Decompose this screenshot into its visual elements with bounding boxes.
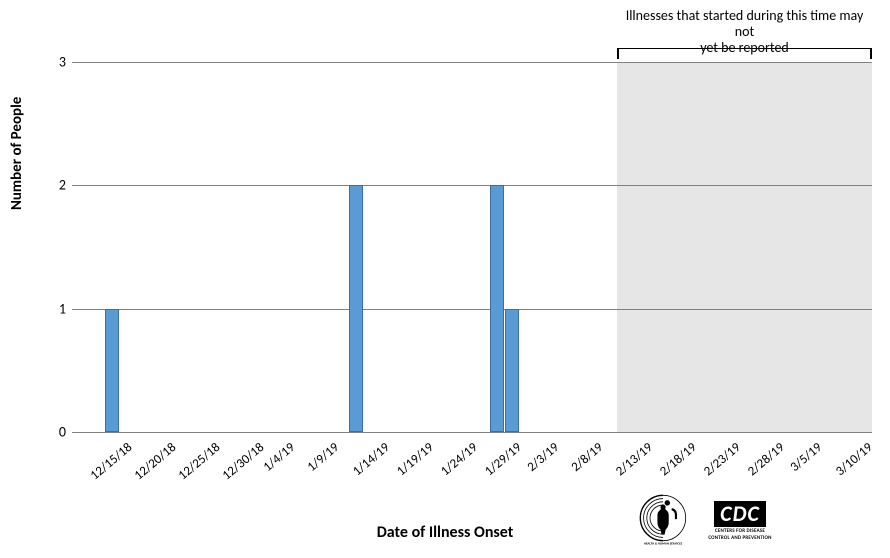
gridline bbox=[72, 432, 872, 433]
x-tick-label: 1/4/19 bbox=[260, 440, 298, 475]
x-tick-label: 12/15/18 bbox=[88, 440, 136, 483]
cdc-logo-icon: CDC CENTERS FOR DISEASE CONTROL AND PREV… bbox=[700, 498, 780, 544]
x-tick-label: 2/18/19 bbox=[657, 440, 700, 479]
data-bar bbox=[349, 185, 363, 432]
x-tick-label: 2/3/19 bbox=[524, 440, 562, 475]
data-bar bbox=[505, 309, 519, 432]
gridline bbox=[72, 62, 872, 63]
y-tick-label: 3 bbox=[46, 54, 66, 71]
y-tick-label: 1 bbox=[46, 300, 66, 317]
x-tick-label: 12/20/18 bbox=[132, 440, 180, 483]
x-tick-label: 2/8/19 bbox=[568, 440, 606, 475]
y-tick-label: 2 bbox=[46, 177, 66, 194]
shaded-region bbox=[617, 62, 872, 432]
x-tick-label: 2/23/19 bbox=[701, 440, 744, 479]
reporting-delay-note: Illnesses that started during this time … bbox=[617, 8, 872, 56]
x-tick-label: 1/29/19 bbox=[482, 440, 525, 479]
x-tick-label: 12/25/18 bbox=[176, 440, 224, 483]
gridline bbox=[72, 185, 872, 186]
gridline bbox=[72, 309, 872, 310]
x-tick-label: 1/14/19 bbox=[350, 440, 393, 479]
y-tick-label: 0 bbox=[46, 424, 66, 441]
chart-container: Number of People Date of Illness Onset I… bbox=[0, 0, 890, 558]
x-tick-label: 1/9/19 bbox=[304, 440, 342, 475]
x-tick-label: 1/19/19 bbox=[394, 440, 437, 479]
logos-container: HEALTH & HUMAN SERVICES CDC CENTERS FOR … bbox=[636, 491, 780, 550]
hhs-text: HEALTH & HUMAN SERVICES bbox=[644, 541, 683, 545]
data-bar bbox=[490, 185, 504, 432]
hhs-logo-icon: HEALTH & HUMAN SERVICES bbox=[636, 491, 690, 550]
plot-area: 0123 bbox=[72, 62, 872, 432]
x-tick-label: 3/5/19 bbox=[788, 440, 826, 475]
note-bracket bbox=[617, 48, 872, 49]
x-tick-label: 1/24/19 bbox=[438, 440, 481, 479]
x-tick-label: 3/10/19 bbox=[833, 440, 876, 479]
x-tick-label: 2/28/19 bbox=[745, 440, 788, 479]
x-tick-label: 12/30/18 bbox=[219, 440, 267, 483]
cdc-subtext-2: CONTROL AND PREVENTION bbox=[708, 535, 771, 541]
x-tick-label: 2/13/19 bbox=[614, 440, 657, 479]
cdc-logo-text: CDC bbox=[714, 501, 766, 527]
cdc-subtext-1: CENTERS FOR DISEASE bbox=[715, 528, 765, 534]
data-bar bbox=[105, 309, 119, 432]
note-line-1: Illnesses that started during this time … bbox=[626, 7, 864, 40]
y-axis-label: Number of People bbox=[8, 97, 26, 210]
